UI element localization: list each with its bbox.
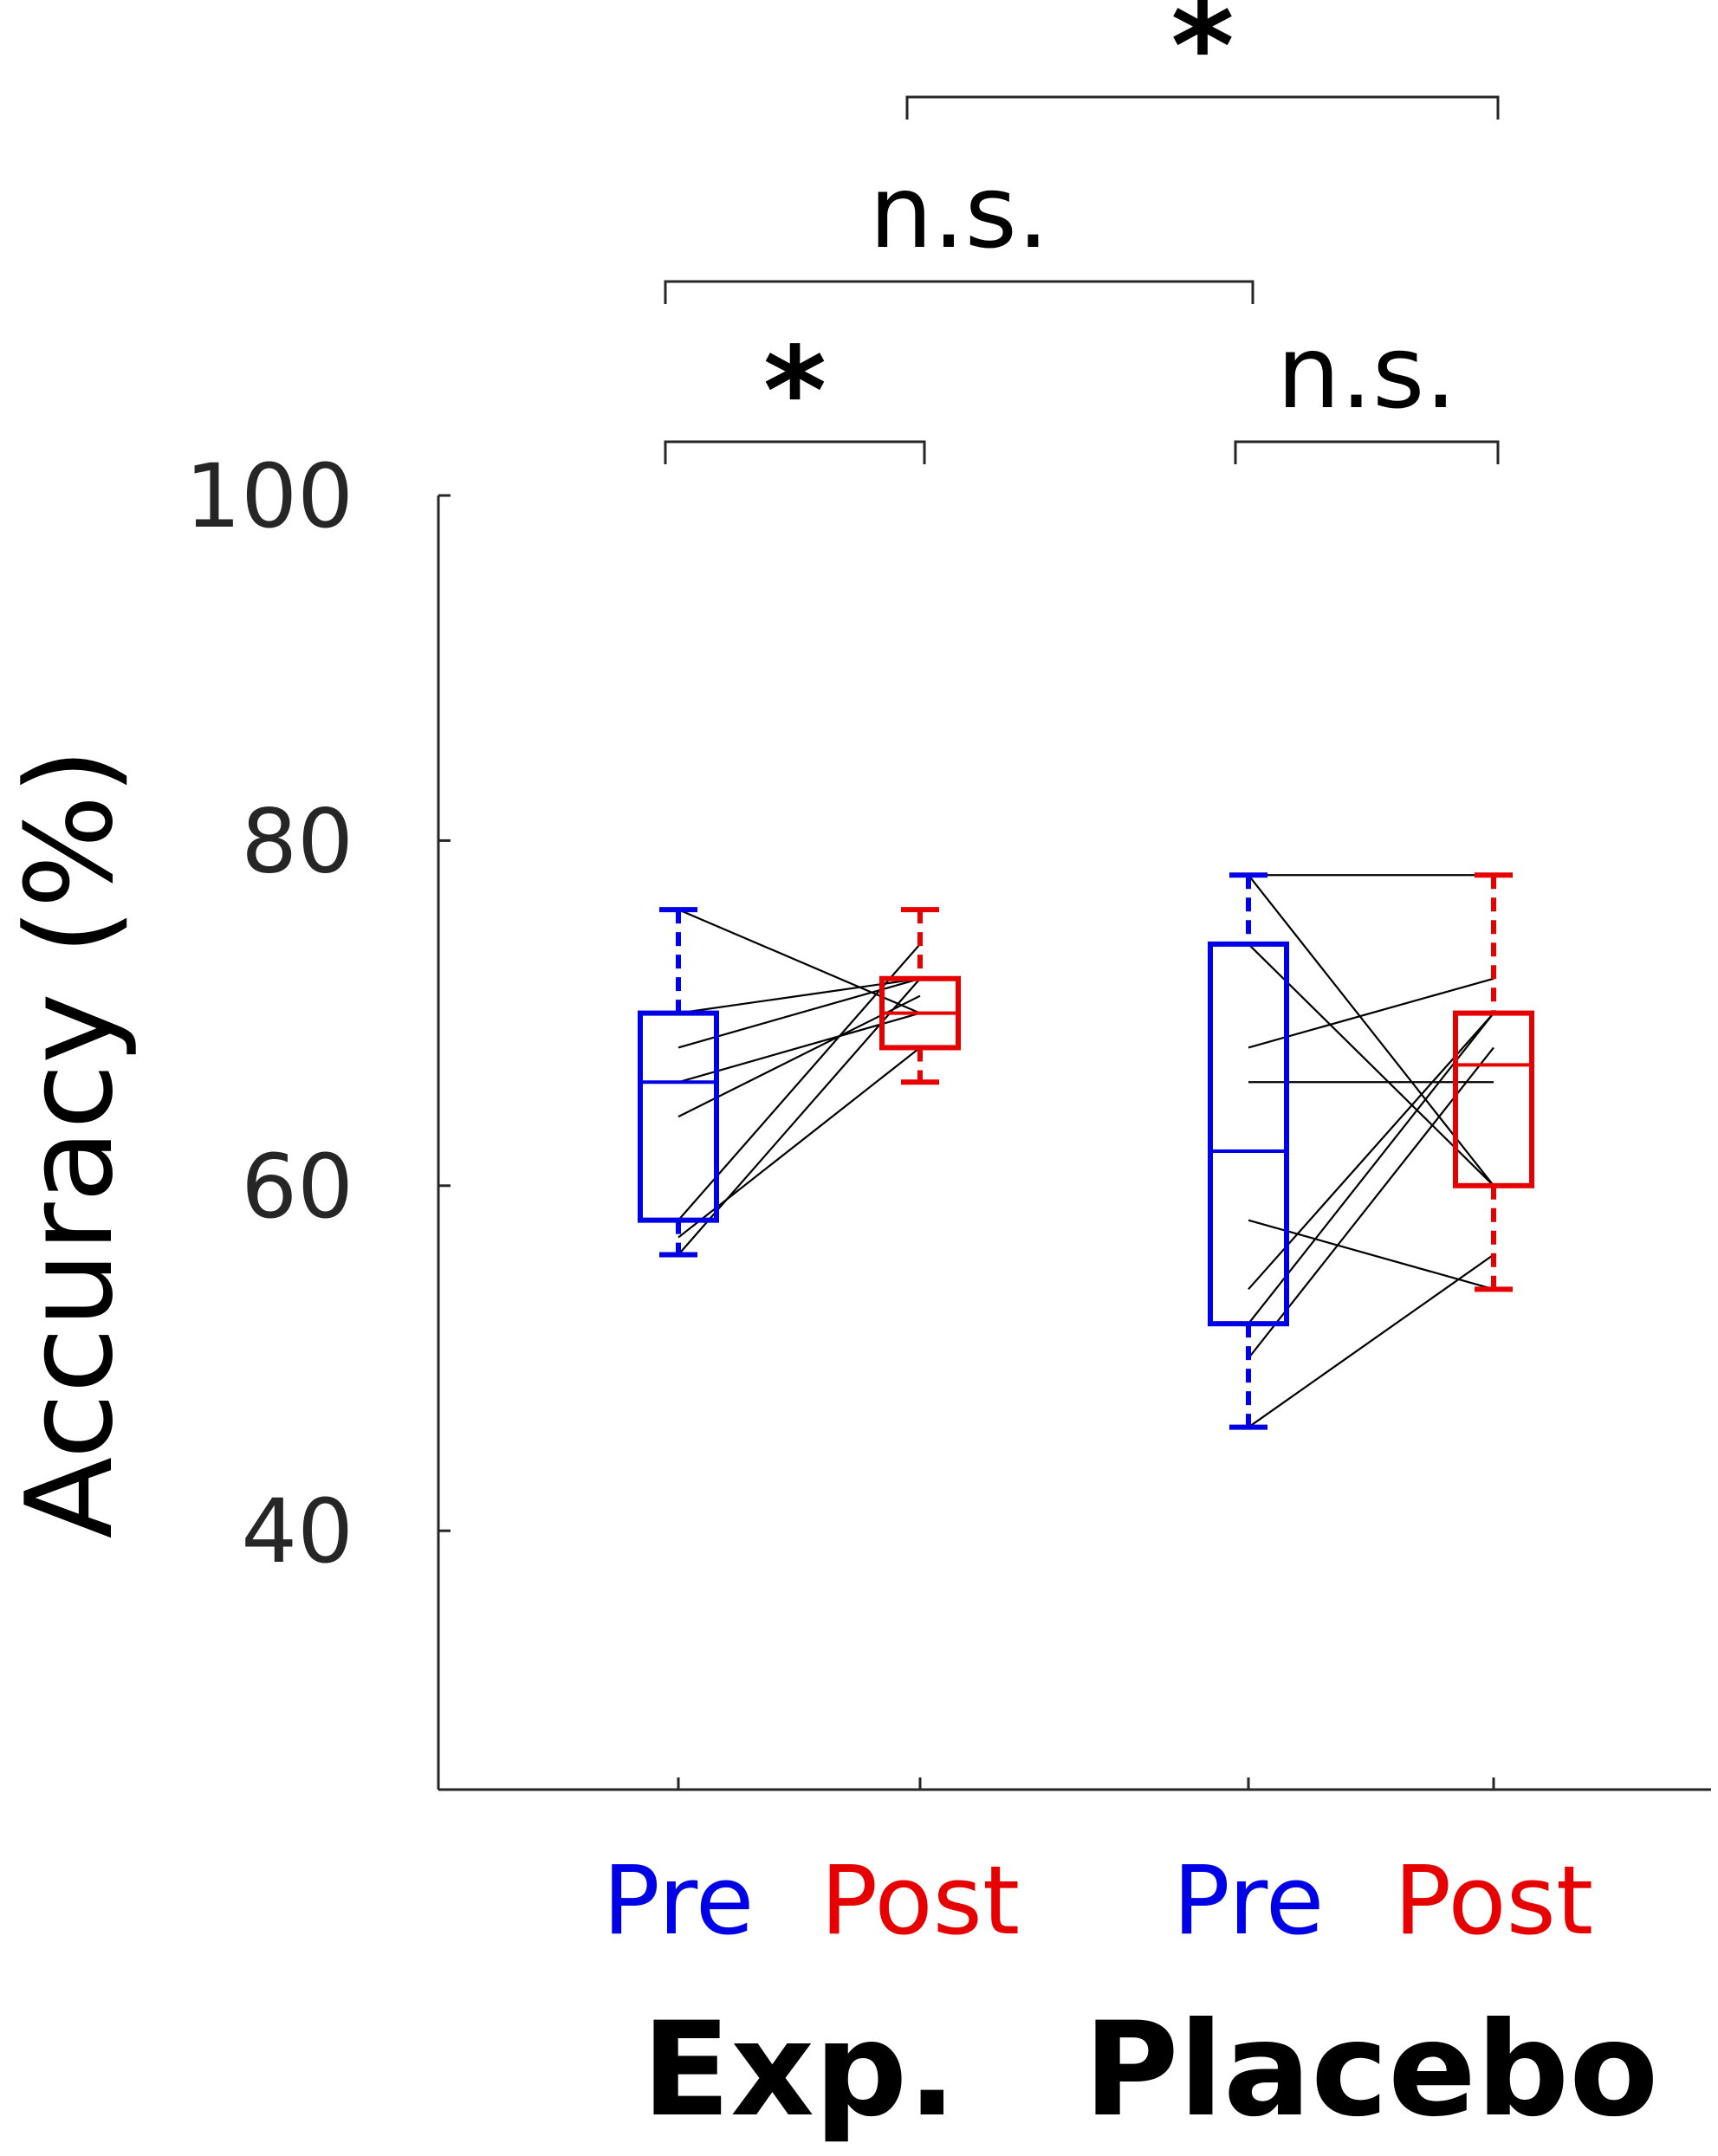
paired-subject-line — [1248, 874, 1494, 1187]
y-tick-label: 80 — [241, 790, 353, 893]
paired-subject-line — [1248, 1046, 1494, 1359]
boxes-layer — [638, 872, 1534, 1430]
x-tick-label: Pre — [1173, 1845, 1325, 1956]
paired-subject-line — [1248, 1219, 1494, 1291]
significance-label: * — [1170, 0, 1234, 118]
group-label: Exp. — [642, 1995, 957, 2146]
paired-subject-line — [1248, 1253, 1494, 1428]
significance-label: n.s. — [1277, 314, 1457, 431]
significance-bracket — [664, 280, 1254, 304]
group-label: Placebo — [1084, 1995, 1659, 2146]
significance-layer: * n.s. n.s. * — [664, 0, 1500, 464]
x-tick-label: Post — [1394, 1845, 1593, 1956]
axes-layer: 40 60 80 100 Pre Post Pre Post Exp. Placebo — [185, 445, 1711, 2146]
x-tick-label: Pre — [603, 1845, 755, 1956]
paired-subject-line — [1248, 977, 1494, 1049]
y-axis-label: Accuracy (%) — [0, 748, 139, 1539]
paired-lines-layer — [677, 874, 1494, 1428]
box-iqr — [1208, 941, 1289, 1327]
paired-subject-line — [1248, 1012, 1494, 1324]
significance-bracket — [905, 95, 1500, 120]
significance-bracket — [664, 440, 926, 464]
y-tick-label: 40 — [241, 1480, 353, 1583]
paired-subject-line — [1248, 1012, 1494, 1291]
box-iqr — [1453, 1010, 1534, 1188]
significance-bracket — [1234, 440, 1500, 464]
x-tick-label: Post — [820, 1845, 1020, 1956]
paired-subject-line — [1248, 943, 1494, 1187]
y-tick-label: 100 — [185, 445, 353, 548]
significance-label: * — [763, 321, 827, 463]
significance-label: n.s. — [869, 154, 1049, 271]
box-iqr — [638, 1010, 719, 1223]
y-tick-label: 60 — [241, 1136, 353, 1239]
